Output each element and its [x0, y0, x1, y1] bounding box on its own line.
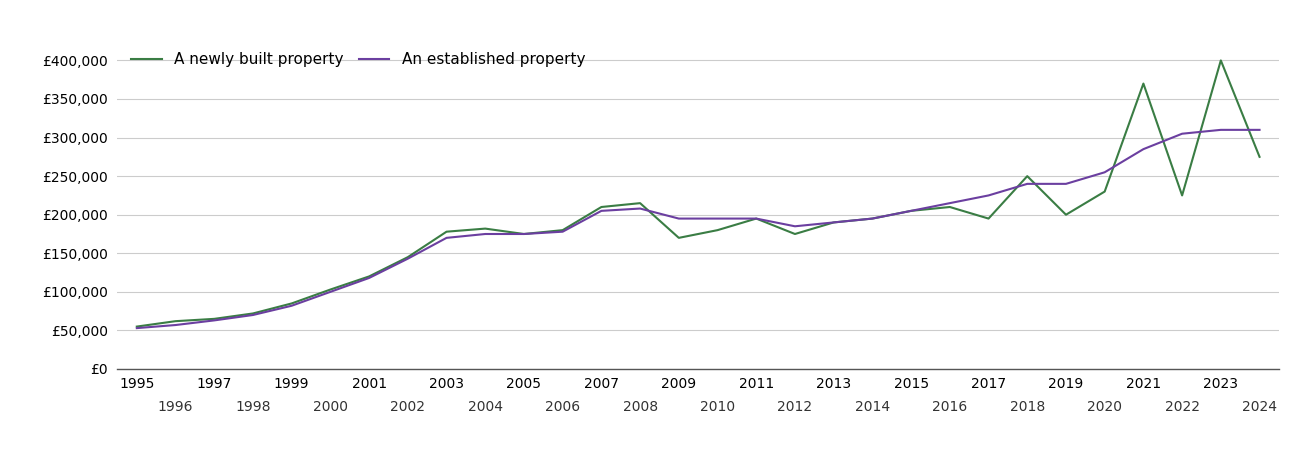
A newly built property: [1174, 193, 1190, 198]
Text: 2012: 2012: [778, 400, 813, 414]
A newly built property: [438, 229, 454, 234]
An established property: [632, 206, 647, 211]
A newly built property: [555, 227, 570, 233]
A newly built property: [245, 311, 261, 316]
An established property: [283, 303, 299, 308]
A newly built property: [671, 235, 686, 241]
A newly built property: [903, 208, 919, 214]
An established property: [555, 229, 570, 234]
A newly built property: [1212, 58, 1228, 63]
Text: 2014: 2014: [855, 400, 890, 414]
Text: 2004: 2004: [467, 400, 502, 414]
Text: 1998: 1998: [235, 400, 270, 414]
Text: 2016: 2016: [932, 400, 967, 414]
A newly built property: [748, 216, 763, 221]
A newly built property: [710, 227, 726, 233]
An established property: [1019, 181, 1035, 187]
Text: 2024: 2024: [1242, 400, 1278, 414]
An established property: [826, 220, 842, 225]
An established property: [594, 208, 609, 214]
Text: 2008: 2008: [622, 400, 658, 414]
A newly built property: [1058, 212, 1074, 217]
An established property: [942, 200, 958, 206]
Text: 2006: 2006: [545, 400, 581, 414]
An established property: [748, 216, 763, 221]
A newly built property: [826, 220, 842, 225]
A newly built property: [1019, 173, 1035, 179]
An established property: [245, 312, 261, 318]
An established property: [478, 231, 493, 237]
A newly built property: [283, 301, 299, 306]
A newly built property: [1135, 81, 1151, 86]
An established property: [168, 322, 184, 328]
An established property: [903, 208, 919, 214]
An established property: [865, 216, 881, 221]
An established property: [322, 289, 338, 295]
An established property: [1135, 146, 1151, 152]
An established property: [361, 275, 377, 281]
A newly built property: [787, 231, 803, 237]
A newly built property: [632, 200, 647, 206]
An established property: [399, 256, 415, 261]
An established property: [981, 193, 997, 198]
A newly built property: [1251, 154, 1267, 160]
An established property: [517, 231, 532, 237]
An established property: [1212, 127, 1228, 133]
An established property: [1174, 131, 1190, 136]
A newly built property: [129, 324, 145, 329]
Line: An established property: An established property: [137, 130, 1259, 328]
Text: 2002: 2002: [390, 400, 425, 414]
A newly built property: [942, 204, 958, 210]
A newly built property: [478, 226, 493, 231]
A newly built property: [981, 216, 997, 221]
An established property: [1096, 170, 1112, 175]
A newly built property: [594, 204, 609, 210]
A newly built property: [206, 316, 222, 322]
Line: A newly built property: A newly built property: [137, 60, 1259, 327]
Text: 2000: 2000: [313, 400, 348, 414]
Text: 2020: 2020: [1087, 400, 1122, 414]
Text: 2022: 2022: [1164, 400, 1199, 414]
Text: 2018: 2018: [1010, 400, 1045, 414]
An established property: [1251, 127, 1267, 133]
A newly built property: [399, 254, 415, 260]
Text: 2010: 2010: [699, 400, 735, 414]
A newly built property: [865, 216, 881, 221]
An established property: [129, 325, 145, 331]
A newly built property: [168, 319, 184, 324]
An established property: [206, 318, 222, 323]
An established property: [671, 216, 686, 221]
An established property: [787, 224, 803, 229]
A newly built property: [361, 274, 377, 279]
A newly built property: [517, 231, 532, 237]
An established property: [1058, 181, 1074, 187]
Text: 1996: 1996: [158, 400, 193, 414]
A newly built property: [1096, 189, 1112, 194]
An established property: [710, 216, 726, 221]
A newly built property: [322, 287, 338, 292]
An established property: [438, 235, 454, 241]
Legend: A newly built property, An established property: A newly built property, An established p…: [125, 46, 591, 73]
